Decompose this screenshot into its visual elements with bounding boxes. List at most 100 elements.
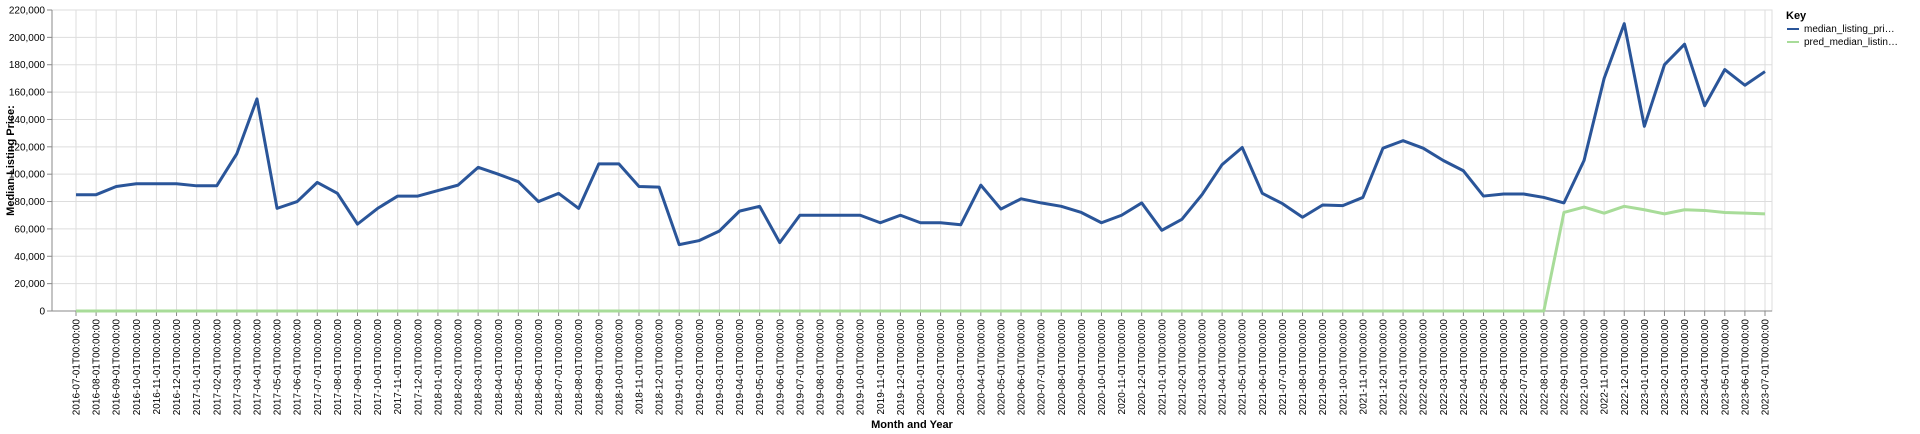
x-tick-label: 2022-04-01T00:00:00 bbox=[1459, 319, 1470, 416]
x-tick-label: 2017-03-01T00:00:00 bbox=[232, 319, 243, 416]
x-tick-label: 2016-09-01T00:00:00 bbox=[112, 319, 123, 416]
x-tick-label: 2017-06-01T00:00:00 bbox=[293, 319, 304, 416]
x-tick-label: 2021-02-01T00:00:00 bbox=[1177, 319, 1188, 416]
x-tick-label: 2017-04-01T00:00:00 bbox=[252, 319, 263, 416]
x-tick-label: 2022-06-01T00:00:00 bbox=[1499, 319, 1510, 416]
y-tick-label: 40,000 bbox=[14, 252, 45, 263]
x-tick-label: 2018-09-01T00:00:00 bbox=[594, 319, 605, 416]
x-tick-label: 2019-05-01T00:00:00 bbox=[755, 319, 766, 416]
x-tick-label: 2021-08-01T00:00:00 bbox=[1298, 319, 1309, 416]
x-tick-label: 2022-03-01T00:00:00 bbox=[1439, 319, 1450, 416]
x-tick-label: 2022-09-01T00:00:00 bbox=[1559, 319, 1570, 416]
x-tick-label: 2021-04-01T00:00:00 bbox=[1218, 319, 1229, 416]
x-axis-title: Month and Year bbox=[871, 419, 953, 431]
y-tick-label: 20,000 bbox=[14, 279, 45, 290]
x-tick-label: 2020-01-01T00:00:00 bbox=[916, 319, 927, 416]
y-tick-label: 220,000 bbox=[9, 6, 46, 17]
x-tick-label: 2022-02-01T00:00:00 bbox=[1419, 319, 1430, 416]
x-tick-label: 2018-02-01T00:00:00 bbox=[454, 319, 465, 416]
x-tick-label: 2021-09-01T00:00:00 bbox=[1318, 319, 1329, 416]
x-tick-label: 2018-06-01T00:00:00 bbox=[534, 319, 545, 416]
x-tick-label: 2023-05-01T00:00:00 bbox=[1720, 319, 1731, 416]
x-tick-label: 2018-07-01T00:00:00 bbox=[554, 319, 565, 416]
x-tick-label: 2020-02-01T00:00:00 bbox=[936, 319, 947, 416]
x-tick-label: 2021-03-01T00:00:00 bbox=[1198, 319, 1209, 416]
x-tick-label: 2017-05-01T00:00:00 bbox=[273, 319, 284, 416]
y-axis: 0 20,000 40,000 60,000 80,000 100,000 120,000 1… bbox=[9, 6, 53, 318]
x-tick-label: 2023-06-01T00:00:00 bbox=[1740, 319, 1751, 416]
x-tick-label: 2017-01-01T00:00:00 bbox=[192, 319, 203, 416]
x-tick-label: 2017-10-01T00:00:00 bbox=[373, 319, 384, 416]
x-tick-label: 2018-11-01T00:00:00 bbox=[635, 319, 646, 415]
x-tick-label: 2020-06-01T00:00:00 bbox=[1017, 319, 1028, 416]
x-tick-label: 2022-11-01T00:00:00 bbox=[1600, 319, 1611, 415]
y-tick-label: 180,000 bbox=[9, 60, 46, 71]
y-tick-label: 120,000 bbox=[9, 142, 46, 153]
x-tick-label: 2019-10-01T00:00:00 bbox=[856, 319, 867, 416]
x-tick-label: 2016-10-01T00:00:00 bbox=[132, 319, 143, 416]
x-tick-label: 2018-05-01T00:00:00 bbox=[514, 319, 525, 416]
x-tick-label: 2022-05-01T00:00:00 bbox=[1479, 319, 1490, 416]
legend-label-1: pred_median_listin… bbox=[1804, 37, 1898, 48]
y-tick-label: 140,000 bbox=[9, 115, 46, 126]
x-tick-label: 2022-07-01T00:00:00 bbox=[1519, 319, 1530, 416]
x-tick-label: 2019-03-01T00:00:00 bbox=[715, 319, 726, 416]
x-tick-label: 2020-10-01T00:00:00 bbox=[1097, 319, 1108, 416]
x-tick-label: 2016-07-01T00:00:00 bbox=[72, 319, 83, 416]
x-tick-label: 2018-01-01T00:00:00 bbox=[433, 319, 444, 416]
y-tick-label: 160,000 bbox=[9, 88, 46, 99]
y-tick-label: 100,000 bbox=[9, 170, 46, 181]
x-tick-label: 2017-09-01T00:00:00 bbox=[353, 319, 364, 416]
series-lines bbox=[76, 22, 1766, 313]
y-tick-label: 0 bbox=[39, 307, 45, 318]
x-tick-label: 2016-11-01T00:00:00 bbox=[152, 319, 163, 415]
x-tick-label: 2021-01-01T00:00:00 bbox=[1157, 319, 1168, 416]
x-tick-label: 2020-03-01T00:00:00 bbox=[956, 319, 967, 416]
x-tick-label: 2023-07-01T00:00:00 bbox=[1761, 319, 1772, 416]
x-tick-label: 2021-07-01T00:00:00 bbox=[1278, 319, 1289, 416]
x-tick-label: 2019-09-01T00:00:00 bbox=[836, 319, 847, 416]
x-tick-label: 2019-06-01T00:00:00 bbox=[775, 319, 786, 416]
x-tick-label: 2023-03-01T00:00:00 bbox=[1680, 319, 1691, 416]
x-tick-label: 2016-12-01T00:00:00 bbox=[172, 319, 183, 416]
x-tick-label: 2020-07-01T00:00:00 bbox=[1037, 319, 1048, 416]
x-tick-label: 2017-02-01T00:00:00 bbox=[212, 319, 223, 416]
x-tick-label: 2017-11-01T00:00:00 bbox=[393, 319, 404, 415]
x-tick-label: 2016-08-01T00:00:00 bbox=[92, 319, 103, 416]
x-tick-label: 2023-04-01T00:00:00 bbox=[1700, 319, 1711, 416]
x-tick-label: 2022-12-01T00:00:00 bbox=[1620, 319, 1631, 416]
legend-title: Key bbox=[1786, 10, 1807, 22]
x-tick-label: 2017-08-01T00:00:00 bbox=[333, 319, 344, 416]
y-tick-label: 60,000 bbox=[14, 224, 45, 235]
x-tick-label: 2023-01-01T00:00:00 bbox=[1640, 319, 1651, 416]
x-tick-label: 2018-08-01T00:00:00 bbox=[574, 319, 585, 416]
x-tick-label: 2022-08-01T00:00:00 bbox=[1539, 319, 1550, 416]
x-tick-label: 2020-12-01T00:00:00 bbox=[1137, 319, 1148, 416]
x-tick-label: 2021-10-01T00:00:00 bbox=[1338, 319, 1349, 416]
x-tick-label: 2020-11-01T00:00:00 bbox=[1117, 319, 1128, 415]
x-tick-label: 2019-07-01T00:00:00 bbox=[795, 319, 806, 416]
x-tick-label: 2019-01-01T00:00:00 bbox=[675, 319, 686, 416]
y-tick-label: 80,000 bbox=[14, 197, 45, 208]
x-tick-label: 2017-12-01T00:00:00 bbox=[413, 319, 424, 416]
x-tick-label: 2019-02-01T00:00:00 bbox=[695, 319, 706, 416]
series-line-0 bbox=[76, 22, 1766, 247]
x-tick-label: 2018-10-01T00:00:00 bbox=[614, 319, 625, 416]
x-tick-label: 2021-05-01T00:00:00 bbox=[1238, 319, 1249, 416]
x-tick-label: 2021-11-01T00:00:00 bbox=[1358, 319, 1369, 415]
x-tick-label: 2018-04-01T00:00:00 bbox=[494, 319, 505, 416]
grid-lines bbox=[51, 9, 1773, 312]
series-line-1 bbox=[76, 204, 1766, 313]
x-tick-label: 2020-04-01T00:00:00 bbox=[976, 319, 987, 416]
x-tick-label: 2022-01-01T00:00:00 bbox=[1399, 319, 1410, 416]
y-axis-title: Median Listing Price: bbox=[5, 105, 17, 216]
legend-label-0: median_listing_pri… bbox=[1804, 24, 1895, 35]
x-tick-label: 2020-08-01T00:00:00 bbox=[1057, 319, 1068, 416]
plot-frame bbox=[51, 9, 1773, 312]
x-tick-label: 2019-12-01T00:00:00 bbox=[896, 319, 907, 416]
x-tick-label: 2018-03-01T00:00:00 bbox=[474, 319, 485, 416]
legend: Key median_listing_pri… pred_median_listi… bbox=[1786, 10, 1898, 48]
x-tick-label: 2022-10-01T00:00:00 bbox=[1580, 319, 1591, 416]
x-tick-label: 2021-06-01T00:00:00 bbox=[1258, 319, 1269, 416]
x-tick-label: 2020-09-01T00:00:00 bbox=[1077, 319, 1088, 416]
